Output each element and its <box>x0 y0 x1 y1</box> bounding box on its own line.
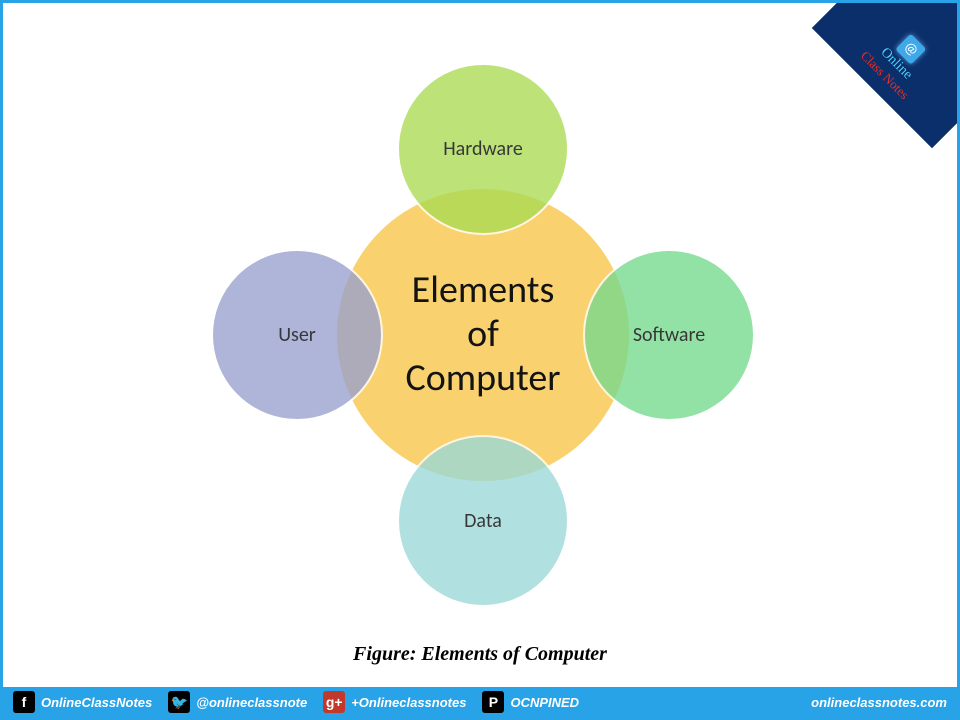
node-label-data: Data <box>464 509 502 533</box>
node-label-software: Software <box>633 323 705 347</box>
node-software: Software <box>583 249 755 421</box>
social-handle: @onlineclassnote <box>196 695 307 710</box>
node-hardware: Hardware <box>397 63 569 235</box>
social-handle: OnlineClassNotes <box>41 695 152 710</box>
facebook-icon[interactable]: f <box>13 691 35 713</box>
radial-diagram: ElementsofComputer Hardware Software Data Us… <box>3 3 957 717</box>
footer-bar: f OnlineClassNotes 🐦 @onlineclassnote g+ +Onl… <box>3 687 957 717</box>
social-handle: +Onlineclassnotes <box>351 695 466 710</box>
center-label: ElementsofComputer <box>405 269 560 400</box>
slide-frame: ElementsofComputer Hardware Software Data Us… <box>0 0 960 720</box>
node-data: Data <box>397 435 569 607</box>
node-label-user: User <box>278 323 316 347</box>
node-label-hardware: Hardware <box>443 137 523 161</box>
twitter-icon[interactable]: 🐦 <box>168 691 190 713</box>
figure-caption: Figure: Elements of Computer <box>3 643 957 666</box>
pinterest-icon[interactable]: P <box>482 691 504 713</box>
node-user: User <box>211 249 383 421</box>
social-handle: OCNPINED <box>510 695 579 710</box>
site-link[interactable]: onlineclassnotes.com <box>811 695 947 710</box>
gplus-icon[interactable]: g+ <box>323 691 345 713</box>
